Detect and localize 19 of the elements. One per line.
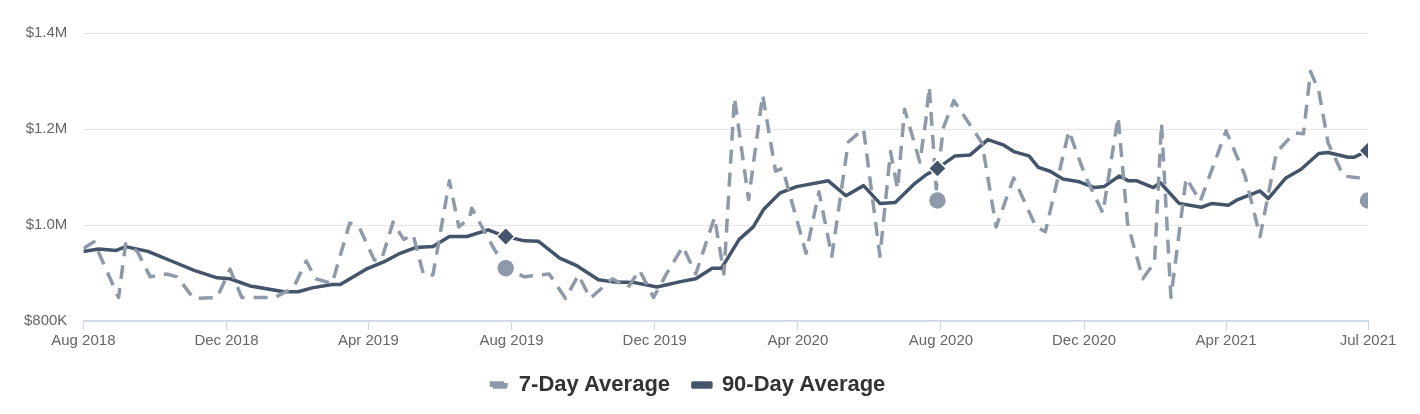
line-series bbox=[83, 69, 1362, 301]
x-tick-label: Dec 2019 bbox=[622, 331, 687, 349]
x-tick-label: Apr 2021 bbox=[1195, 331, 1257, 349]
y-tick-label: $1.0M bbox=[25, 215, 68, 233]
y-tick-label: $1.2M bbox=[25, 119, 68, 137]
x-tick-label: Apr 2020 bbox=[767, 331, 829, 349]
y-tick-label: $1.4M bbox=[25, 23, 68, 41]
x-tick-label: Dec 2020 bbox=[1051, 331, 1117, 349]
point bbox=[495, 258, 516, 278]
point bbox=[495, 226, 516, 247]
x-tick-label: Apr 2019 bbox=[338, 331, 399, 349]
x-tick-label: Jul 2021 bbox=[1339, 331, 1397, 349]
x-tick-label: Aug 2020 bbox=[908, 331, 974, 349]
x-tick-label: Aug 2019 bbox=[479, 331, 544, 349]
y-tick-label: $800K bbox=[24, 311, 68, 329]
x-tick-label: Dec 2018 bbox=[194, 331, 259, 349]
x-tick-label: Aug 2018 bbox=[51, 331, 116, 349]
legend-label: 7-Day Average bbox=[518, 371, 671, 397]
legend-label: 90-Day Average bbox=[721, 371, 886, 397]
